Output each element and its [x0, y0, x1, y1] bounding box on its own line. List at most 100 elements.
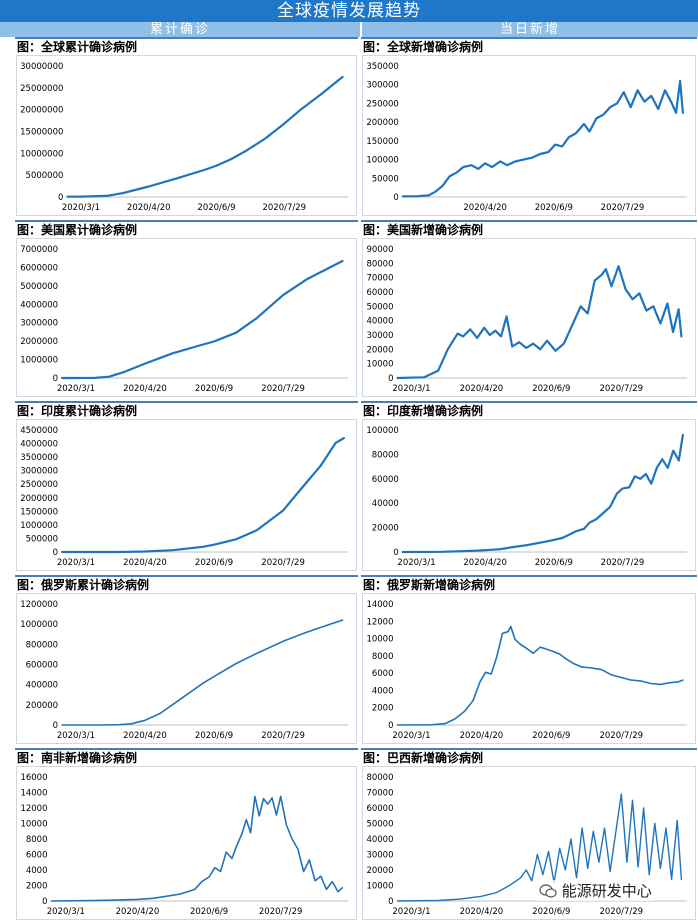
series-line: [396, 265, 683, 380]
chart-area: 0 5000000 10000000 15000000 20000000 25000000…: [16, 55, 357, 216]
x-tick-label: 2020/3/1: [57, 731, 95, 741]
y-tick-label: 10000000: [20, 149, 63, 159]
y-tick-label: 4000000: [20, 300, 58, 310]
x-tick-label: 2020/6/9: [532, 907, 570, 917]
y-tick-label: 8000: [26, 835, 48, 845]
y-tick-label: 5000000: [26, 171, 64, 181]
y-tick-label: 7000000: [20, 245, 58, 255]
chart-area: 0 20000 40000 60000 80000 100000 2020/3/1 2020/…: [362, 419, 696, 571]
x-tick-label: 2020/7/29: [261, 731, 305, 741]
chart-title: 图：巴西新增确诊病例: [363, 751, 484, 765]
series-line: [396, 625, 684, 726]
y-tick-label: 150000: [366, 137, 398, 147]
y-tick-label: 4500000: [20, 426, 58, 436]
x-tick-label: 2020/3/1: [397, 558, 435, 568]
y-tick-label: 6000000: [20, 263, 58, 273]
y-tick-label: 70000: [366, 789, 393, 799]
y-tick-label: 0: [388, 374, 393, 384]
y-tick-label: 2000000: [20, 337, 58, 347]
x-tick-label: 2020/3/1: [47, 907, 85, 917]
chart-area: 0 500000 1000000 1500000 2000000 2500000 30000…: [16, 419, 357, 571]
x-tick-label: 2020/7/29: [259, 907, 303, 917]
chart-area: 0 2000 4000 6000 8000 10000 12000 14000 16000 202…: [16, 766, 357, 920]
y-tick-label: 1500000: [20, 507, 58, 517]
y-tick-label: 40000: [372, 499, 399, 509]
y-tick-label: 10000: [366, 882, 393, 892]
y-tick-label: 5000000: [20, 282, 58, 292]
chart-global-daily: 0 50000 100000 150000 200000 250000 300000 3500…: [366, 62, 687, 213]
x-tick-label: 2020/4/20: [127, 203, 171, 213]
y-tick-label: 100000: [366, 426, 398, 436]
x-tick-label: 2020/6/9: [195, 558, 233, 568]
x-tick-label: 2020/6/9: [197, 203, 235, 213]
y-tick-label: 0: [388, 721, 393, 731]
y-tick-label: 0: [42, 897, 47, 907]
chart-title: 图：俄罗斯累计确诊病例: [17, 578, 150, 592]
y-tick-label: 500000: [26, 534, 58, 544]
panel-us-cumulative: 图：美国累计确诊病例 0 1000000 2000000 3000000 4000000…: [15, 220, 358, 401]
x-tick-label: 2020/7/29: [599, 731, 643, 741]
y-tick-label: 1000000: [20, 356, 58, 366]
panel-india-cumulative: 图：印度累计确诊病例 0 500000 1000000 1500000 2000000 2…: [15, 401, 358, 575]
y-tick-label: 3000000: [20, 319, 58, 329]
y-tick-label: 80000: [366, 773, 393, 783]
x-tick-label: 2020/4/20: [460, 384, 504, 394]
y-tick-label: 0: [53, 548, 58, 558]
x-tick-label: 2020/3/1: [57, 384, 95, 394]
chart-india-daily: 0 20000 40000 60000 80000 100000 2020/3/1 2020/…: [366, 426, 687, 568]
chart-us-daily: 0 10000 20000 30000 40000 50000 60000 70000 8000…: [366, 245, 687, 394]
x-tick-label: 2020/7/29: [261, 558, 305, 568]
y-tick-label: 12000: [366, 617, 393, 627]
y-tick-label: 12000: [20, 804, 47, 814]
y-tick-label: 20000: [372, 524, 399, 534]
y-tick-label: 250000: [366, 99, 398, 109]
y-tick-label: 3500000: [20, 453, 58, 463]
chart-south-africa-daily: 0 2000 4000 6000 8000 10000 12000 14000 16000 202…: [20, 773, 348, 917]
y-tick-label: 0: [53, 374, 58, 384]
x-tick-label: 2020/3/1: [392, 907, 430, 917]
chart-area: 0 200000 400000 600000 800000 1000000 1200000 2…: [16, 593, 357, 744]
panel-global-cumulative: 图：全球累计确诊病例 0 5000000 10000000 15000000 20000…: [15, 37, 358, 220]
y-tick-label: 800000: [26, 640, 58, 650]
series-line: [401, 79, 684, 198]
series-line: [396, 793, 683, 902]
series-line: [401, 433, 684, 554]
x-tick-label: 2020/4/20: [116, 907, 160, 917]
y-tick-label: 60000: [366, 804, 393, 814]
x-tick-label: 2020/7/29: [261, 384, 305, 394]
y-tick-label: 15000000: [20, 128, 63, 138]
x-tick-label: 2020/6/9: [195, 384, 233, 394]
x-tick-label: 2020/4/20: [460, 731, 504, 741]
x-tick-label: 2020/6/9: [195, 731, 233, 741]
y-tick-label: 60000: [372, 475, 399, 485]
x-tick-label: 2020/4/20: [123, 384, 167, 394]
y-tick-label: 60000: [366, 288, 393, 298]
chart-title: 图：印度累计确诊病例: [17, 404, 138, 418]
y-tick-label: 400000: [26, 681, 58, 691]
y-tick-label: 14000: [366, 600, 393, 610]
x-tick-label: 2020/4/20: [460, 907, 504, 917]
x-tick-label: 2020/7/29: [599, 384, 643, 394]
chart-russia-cumulative: 0 200000 400000 600000 800000 1000000 1200000 2…: [20, 600, 348, 741]
chart-india-cumulative: 0 500000 1000000 1500000 2000000 2500000 30000…: [20, 426, 348, 568]
y-tick-label: 10000: [20, 820, 47, 830]
series-line: [60, 437, 345, 554]
y-tick-label: 600000: [26, 661, 58, 671]
y-tick-label: 1200000: [20, 600, 58, 610]
x-tick-label: 2020/6/9: [190, 907, 228, 917]
y-tick-label: 70000: [366, 274, 393, 284]
y-tick-label: 200000: [366, 118, 398, 128]
y-tick-label: 16000: [20, 773, 47, 783]
y-tick-label: 90000: [366, 245, 393, 255]
y-tick-label: 30000000: [20, 62, 63, 72]
x-tick-label: 2020/6/9: [535, 558, 573, 568]
chart-title: 图：美国累计确诊病例: [17, 223, 138, 237]
y-tick-label: 6000: [26, 851, 48, 861]
x-tick-label: 2020/6/9: [535, 203, 573, 213]
y-tick-label: 350000: [366, 62, 398, 72]
panel-russia-cumulative: 图：俄罗斯累计确诊病例 0 200000 400000 600000 800000 100…: [15, 575, 358, 748]
y-tick-label: 20000: [366, 345, 393, 355]
x-tick-label: 2020/7/29: [601, 558, 645, 568]
y-tick-label: 20000: [366, 866, 393, 876]
y-tick-label: 1000000: [20, 521, 58, 531]
